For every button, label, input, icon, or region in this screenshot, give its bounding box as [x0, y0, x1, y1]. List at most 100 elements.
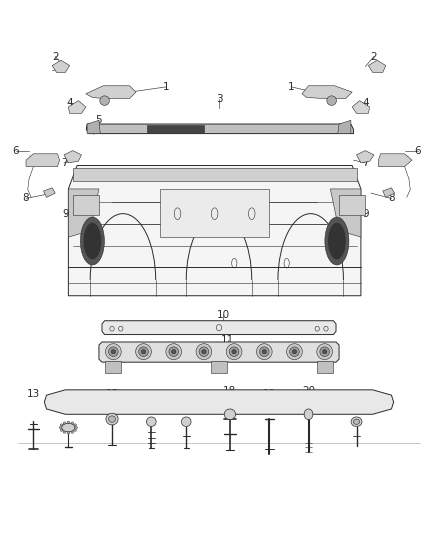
Polygon shape [86, 86, 136, 99]
Polygon shape [383, 188, 395, 197]
Ellipse shape [109, 347, 118, 357]
Ellipse shape [232, 350, 236, 354]
Ellipse shape [169, 347, 179, 357]
Ellipse shape [224, 409, 236, 419]
Ellipse shape [290, 347, 299, 357]
Polygon shape [378, 154, 412, 166]
Polygon shape [357, 151, 374, 163]
Text: 1: 1 [163, 82, 170, 92]
Text: 15: 15 [106, 389, 119, 399]
Ellipse shape [320, 347, 329, 357]
Text: 9: 9 [62, 209, 69, 220]
Text: 17: 17 [180, 392, 193, 402]
Ellipse shape [166, 344, 182, 360]
Text: 1: 1 [288, 82, 294, 92]
Ellipse shape [304, 409, 313, 419]
Ellipse shape [75, 426, 78, 429]
Text: 2: 2 [371, 52, 377, 61]
Polygon shape [68, 165, 361, 296]
Polygon shape [26, 154, 60, 166]
Ellipse shape [59, 426, 62, 429]
Ellipse shape [196, 344, 212, 360]
Polygon shape [68, 189, 99, 237]
Ellipse shape [63, 431, 66, 433]
Text: 16: 16 [145, 392, 158, 402]
Ellipse shape [226, 344, 242, 360]
Polygon shape [44, 390, 394, 414]
Polygon shape [68, 101, 86, 114]
Polygon shape [52, 60, 70, 72]
FancyBboxPatch shape [317, 361, 332, 373]
Ellipse shape [100, 96, 110, 106]
Ellipse shape [71, 422, 74, 424]
Ellipse shape [351, 417, 362, 426]
Ellipse shape [256, 344, 272, 360]
Ellipse shape [74, 424, 77, 426]
Polygon shape [87, 120, 100, 134]
Text: 19: 19 [263, 389, 276, 399]
Text: 14: 14 [62, 394, 75, 405]
Ellipse shape [106, 413, 118, 425]
Ellipse shape [67, 432, 70, 434]
Ellipse shape [317, 344, 332, 360]
Ellipse shape [63, 422, 66, 424]
FancyBboxPatch shape [211, 361, 227, 373]
Text: 4: 4 [362, 98, 369, 108]
Text: 7: 7 [61, 158, 67, 168]
Ellipse shape [136, 344, 152, 360]
Ellipse shape [259, 347, 269, 357]
Text: 18: 18 [223, 386, 237, 397]
Polygon shape [86, 124, 353, 134]
Polygon shape [338, 120, 351, 134]
Text: 13: 13 [27, 389, 40, 399]
Text: 12: 12 [217, 395, 230, 406]
Ellipse shape [327, 96, 336, 106]
Polygon shape [99, 342, 339, 362]
Ellipse shape [229, 347, 239, 357]
Ellipse shape [353, 419, 360, 424]
Ellipse shape [81, 217, 104, 265]
Polygon shape [330, 189, 361, 237]
Ellipse shape [60, 429, 63, 431]
Text: 10: 10 [217, 310, 230, 320]
Ellipse shape [262, 350, 266, 354]
Text: 5: 5 [95, 115, 102, 125]
Ellipse shape [292, 350, 297, 354]
FancyBboxPatch shape [73, 195, 99, 215]
Text: 7: 7 [362, 158, 369, 168]
Ellipse shape [322, 350, 327, 354]
Ellipse shape [111, 350, 116, 354]
FancyBboxPatch shape [106, 361, 121, 373]
Text: 21: 21 [350, 392, 363, 402]
FancyBboxPatch shape [147, 125, 204, 133]
Ellipse shape [328, 222, 346, 260]
Ellipse shape [286, 344, 302, 360]
Ellipse shape [141, 350, 146, 354]
Text: 4: 4 [67, 98, 73, 108]
Ellipse shape [62, 423, 75, 432]
Ellipse shape [172, 350, 176, 354]
Ellipse shape [325, 217, 349, 265]
Polygon shape [160, 189, 269, 237]
Ellipse shape [181, 417, 191, 426]
FancyBboxPatch shape [339, 195, 365, 215]
Ellipse shape [106, 344, 121, 360]
Polygon shape [64, 151, 81, 163]
Ellipse shape [71, 431, 74, 433]
Ellipse shape [199, 347, 209, 357]
Ellipse shape [74, 429, 77, 431]
Polygon shape [302, 86, 352, 99]
Polygon shape [352, 101, 370, 114]
Text: 20: 20 [302, 386, 315, 397]
Ellipse shape [139, 347, 148, 357]
Ellipse shape [67, 421, 70, 423]
Text: 6: 6 [13, 146, 19, 156]
Ellipse shape [202, 350, 206, 354]
Ellipse shape [147, 417, 156, 426]
Ellipse shape [60, 424, 63, 426]
Text: 9: 9 [362, 209, 369, 220]
Polygon shape [73, 168, 357, 181]
Polygon shape [368, 60, 386, 72]
Text: 8: 8 [388, 193, 395, 204]
Text: 2: 2 [52, 52, 59, 61]
